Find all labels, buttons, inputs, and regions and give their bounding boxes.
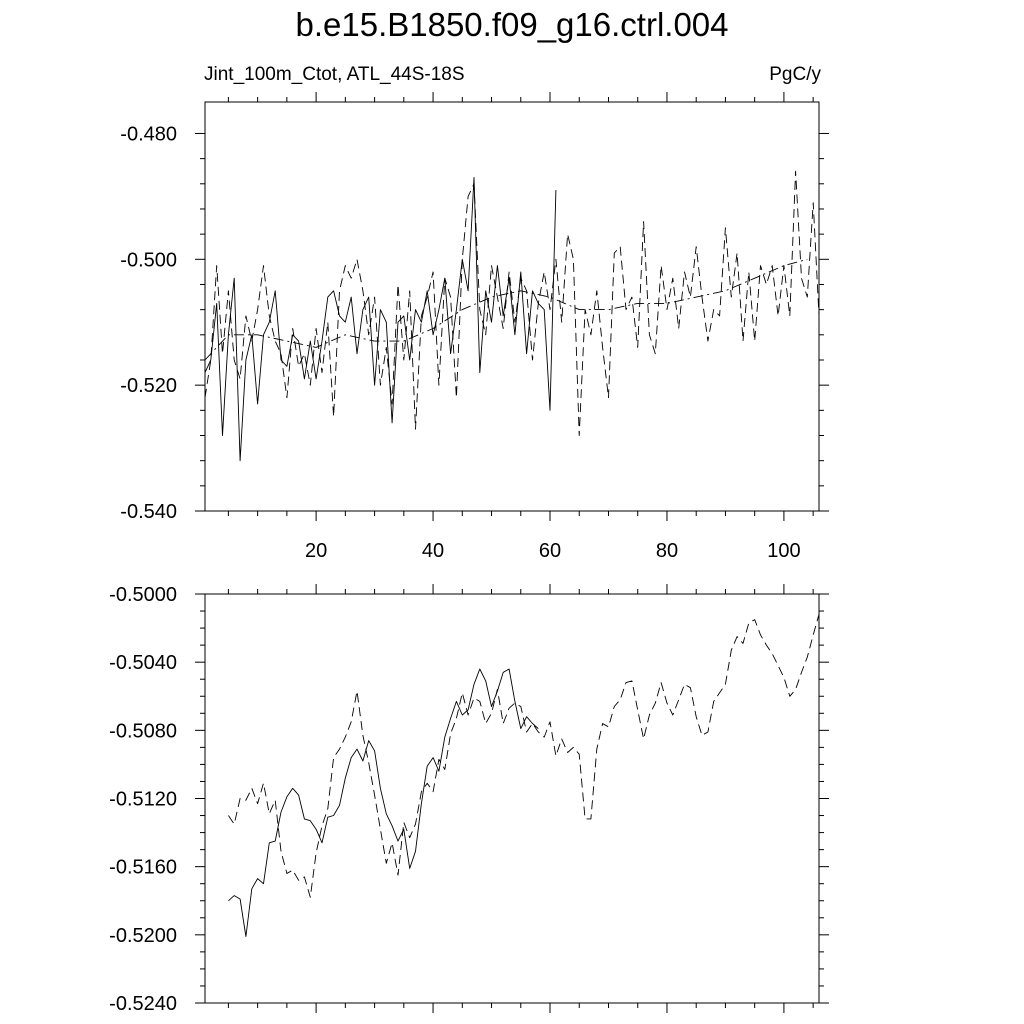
chart-subtitle-variable: Jint_100m_Ctot, ATL_44S-18S — [204, 64, 465, 85]
top-ytick-label: -0.500 — [120, 249, 177, 271]
top-ytick-label: -0.480 — [120, 123, 177, 145]
bottom-ytick-label: -0.5040 — [109, 652, 177, 674]
top-xtick-label: 100 — [767, 540, 800, 562]
bottom-axes-frame — [204, 593, 820, 1004]
top-series-dashed-line — [204, 170, 820, 436]
top-ytick-label: -0.540 — [120, 501, 177, 523]
bottom-series-dashed-line — [228, 614, 820, 898]
bottom-ytick-label: -0.5080 — [109, 720, 177, 742]
bottom-ytick-label: -0.5120 — [109, 789, 177, 811]
top-panel: 20 40 60 80 100 -0.540 -0.520 -0.500 -0.480 — [120, 92, 829, 562]
bottom-ytick-label: -0.5160 — [109, 857, 177, 879]
chart-title: b.e15.B1850.f09_g16.ctrl.004 — [295, 6, 729, 43]
bottom-series-solid-line — [228, 668, 539, 937]
bottom-ytick-label: -0.5000 — [109, 584, 177, 606]
top-xtick-label: 40 — [422, 540, 444, 562]
top-xtick-label: 80 — [656, 540, 678, 562]
top-ytick-label: -0.520 — [120, 375, 177, 397]
bottom-ytick-label: -0.5240 — [109, 993, 177, 1015]
top-series-dash-dot-line — [204, 258, 808, 361]
bottom-panel: -0.5240 -0.5200 -0.5160 -0.5120 -0.5080 -0.50… — [109, 584, 829, 1015]
top-xtick-label: 20 — [305, 540, 327, 562]
chart-subtitle-units: PgC/y — [769, 64, 821, 85]
top-series-solid-line — [204, 177, 557, 462]
bottom-ytick-label: -0.5200 — [109, 925, 177, 947]
top-xtick-label: 60 — [539, 540, 561, 562]
top-axes-frame — [204, 101, 820, 512]
